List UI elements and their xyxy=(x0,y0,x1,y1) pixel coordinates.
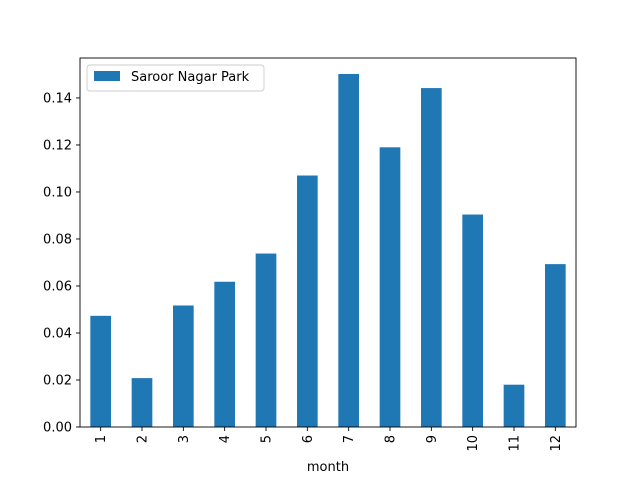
legend-swatch xyxy=(94,71,120,81)
x-axis-label: month xyxy=(307,460,349,475)
y-tick-label: 0.14 xyxy=(43,91,72,106)
bar-month-5 xyxy=(255,253,277,427)
y-tick-label: 0.10 xyxy=(43,185,72,200)
legend-entry-label: Saroor Nagar Park xyxy=(131,70,250,85)
bar-month-3 xyxy=(173,305,194,427)
bar-month-7 xyxy=(338,73,359,427)
x-tick-label: 7 xyxy=(342,435,357,443)
x-tick-label: 6 xyxy=(301,435,316,443)
y-tick-label: 0.02 xyxy=(43,373,72,388)
bars-group xyxy=(90,73,566,427)
bar-month-11 xyxy=(503,384,525,427)
x-tick-label: 3 xyxy=(177,435,192,443)
bar-month-4 xyxy=(214,281,235,427)
x-tick-label: 2 xyxy=(136,435,151,443)
bar-month-9 xyxy=(421,88,442,427)
y-tick-label: 0.08 xyxy=(43,232,72,247)
bar-month-8 xyxy=(379,147,401,427)
bar-month-1 xyxy=(90,315,111,427)
x-tick-label: 5 xyxy=(260,435,275,443)
x-tick-label: 12 xyxy=(549,435,564,452)
x-axis: 1 2 3 4 5 6 7 8 9 10 11 12 xyxy=(94,427,564,452)
bar-month-2 xyxy=(131,378,153,427)
x-tick-label: 4 xyxy=(218,435,233,443)
x-tick-label: 11 xyxy=(508,435,523,452)
x-tick-label: 9 xyxy=(425,435,440,443)
y-tick-label: 0.06 xyxy=(43,279,72,294)
bar-month-6 xyxy=(297,175,318,427)
y-axis: 0.00 0.02 0.04 0.06 0.08 0.10 0.12 0.14 xyxy=(43,91,80,436)
legend: Saroor Nagar Park xyxy=(86,64,265,92)
bar-month-10 xyxy=(462,214,483,427)
bar-month-12 xyxy=(545,264,566,427)
plot-frame xyxy=(79,57,577,428)
y-tick-label: 0.00 xyxy=(43,421,72,436)
legend-box xyxy=(86,64,265,92)
x-tick-label: 1 xyxy=(94,435,109,443)
x-tick-label: 10 xyxy=(466,435,481,452)
x-tick-label: 8 xyxy=(384,435,399,443)
y-tick-label: 0.12 xyxy=(43,138,72,153)
y-tick-label: 0.04 xyxy=(43,326,72,341)
